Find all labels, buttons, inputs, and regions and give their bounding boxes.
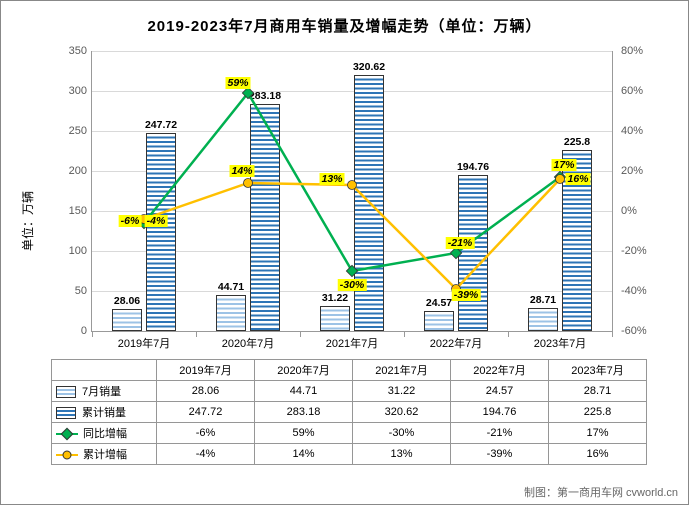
table-cell: -30%: [353, 423, 451, 444]
bar-cum: [250, 104, 280, 331]
bar-label: 24.57: [426, 297, 452, 309]
y-right-tick: 20%: [621, 165, 653, 177]
table-cell: 320.62: [353, 402, 451, 423]
bar-july: [528, 308, 558, 331]
table-header: 2019年7月: [157, 360, 255, 381]
bar-cum: [458, 175, 488, 331]
table-cell: 31.22: [353, 381, 451, 402]
table-cell: 44.71: [255, 381, 353, 402]
table-cell: -39%: [451, 444, 549, 465]
chart-container: 2019-2023年7月商用车销量及增幅走势（单位：万辆） 单位：万辆 28.0…: [0, 0, 689, 505]
bar-july: [320, 306, 350, 331]
table-header: 2023年7月: [549, 360, 647, 381]
table-cell: 247.72: [157, 402, 255, 423]
x-category-label: 2023年7月: [534, 335, 587, 351]
y-left-tick: 200: [51, 165, 87, 177]
bar-july: [112, 309, 142, 331]
legend-cell: 累计增幅: [52, 444, 157, 465]
x-category-label: 2019年7月: [118, 335, 171, 351]
bar-cum: [354, 75, 384, 331]
y-right-tick: -40%: [621, 285, 653, 297]
table-cell: 283.18: [255, 402, 353, 423]
bar-label: 31.22: [322, 292, 348, 304]
y-axis-label: 单位：万辆: [19, 191, 36, 251]
legend-cell: 7月销量: [52, 381, 157, 402]
y-left-tick: 50: [51, 285, 87, 297]
table-cell: 17%: [549, 423, 647, 444]
y-left-tick: 100: [51, 245, 87, 257]
line-point-label: -6%: [119, 215, 142, 227]
credit-text: 制图：第一商用车网 cvworld.cn: [524, 484, 678, 500]
table-cell: -6%: [157, 423, 255, 444]
bar-july: [424, 311, 454, 331]
y-left-tick: 150: [51, 205, 87, 217]
table-cell: 24.57: [451, 381, 549, 402]
bar-label: 28.06: [114, 295, 140, 307]
line-point-label: -30%: [338, 279, 367, 291]
table-cell: 28.06: [157, 381, 255, 402]
table-header: 2020年7月: [255, 360, 353, 381]
plot-area: 28.06247.722019年7月44.71283.182020年7月31.2…: [51, 51, 649, 341]
x-category-label: 2020年7月: [222, 335, 275, 351]
y-left-tick: 300: [51, 85, 87, 97]
bar-cum: [146, 133, 176, 331]
table-cell: 14%: [255, 444, 353, 465]
table-header: 2021年7月: [353, 360, 451, 381]
legend-cell: 累计销量: [52, 402, 157, 423]
x-category-label: 2022年7月: [430, 335, 483, 351]
y-right-tick: -20%: [621, 245, 653, 257]
y-right-tick: -60%: [621, 325, 653, 337]
line-point-label: -21%: [446, 237, 475, 249]
table-cell: 28.71: [549, 381, 647, 402]
bar-label: 247.72: [145, 119, 177, 131]
bar-label: 44.71: [218, 281, 244, 293]
y-left-tick: 350: [51, 45, 87, 57]
table-cell: 59%: [255, 423, 353, 444]
y-right-tick: 0%: [621, 205, 653, 217]
y-right-tick: 40%: [621, 125, 653, 137]
line-point-label: -39%: [452, 289, 481, 301]
table-cell: 16%: [549, 444, 647, 465]
line-point-label: 16%: [565, 173, 590, 185]
line-point-label: 14%: [229, 165, 254, 177]
line-point-label: -4%: [145, 215, 168, 227]
table-cell: -21%: [451, 423, 549, 444]
bar-label: 28.71: [530, 294, 556, 306]
table-cell: -4%: [157, 444, 255, 465]
y-left-tick: 0: [51, 325, 87, 337]
legend-cell: 同比增幅: [52, 423, 157, 444]
y-right-tick: 80%: [621, 45, 653, 57]
bar-label: 194.76: [457, 161, 489, 173]
table-header: 2022年7月: [451, 360, 549, 381]
table-cell: 194.76: [451, 402, 549, 423]
bar-label: 225.8: [564, 136, 590, 148]
y-left-tick: 250: [51, 125, 87, 137]
chart-title: 2019-2023年7月商用车销量及增幅走势（单位：万辆）: [1, 1, 688, 36]
bar-label: 320.62: [353, 61, 385, 73]
table-cell: 13%: [353, 444, 451, 465]
y-right-tick: 60%: [621, 85, 653, 97]
bar-label: 283.18: [249, 90, 281, 102]
data-table: 2019年7月2020年7月2021年7月2022年7月2023年7月 7月销量…: [51, 359, 647, 465]
line-point-label: 17%: [551, 159, 576, 171]
bar-july: [216, 295, 246, 331]
x-category-label: 2021年7月: [326, 335, 379, 351]
line-point-label: 59%: [225, 77, 250, 89]
table-cell: 225.8: [549, 402, 647, 423]
line-point-label: 13%: [319, 173, 344, 185]
